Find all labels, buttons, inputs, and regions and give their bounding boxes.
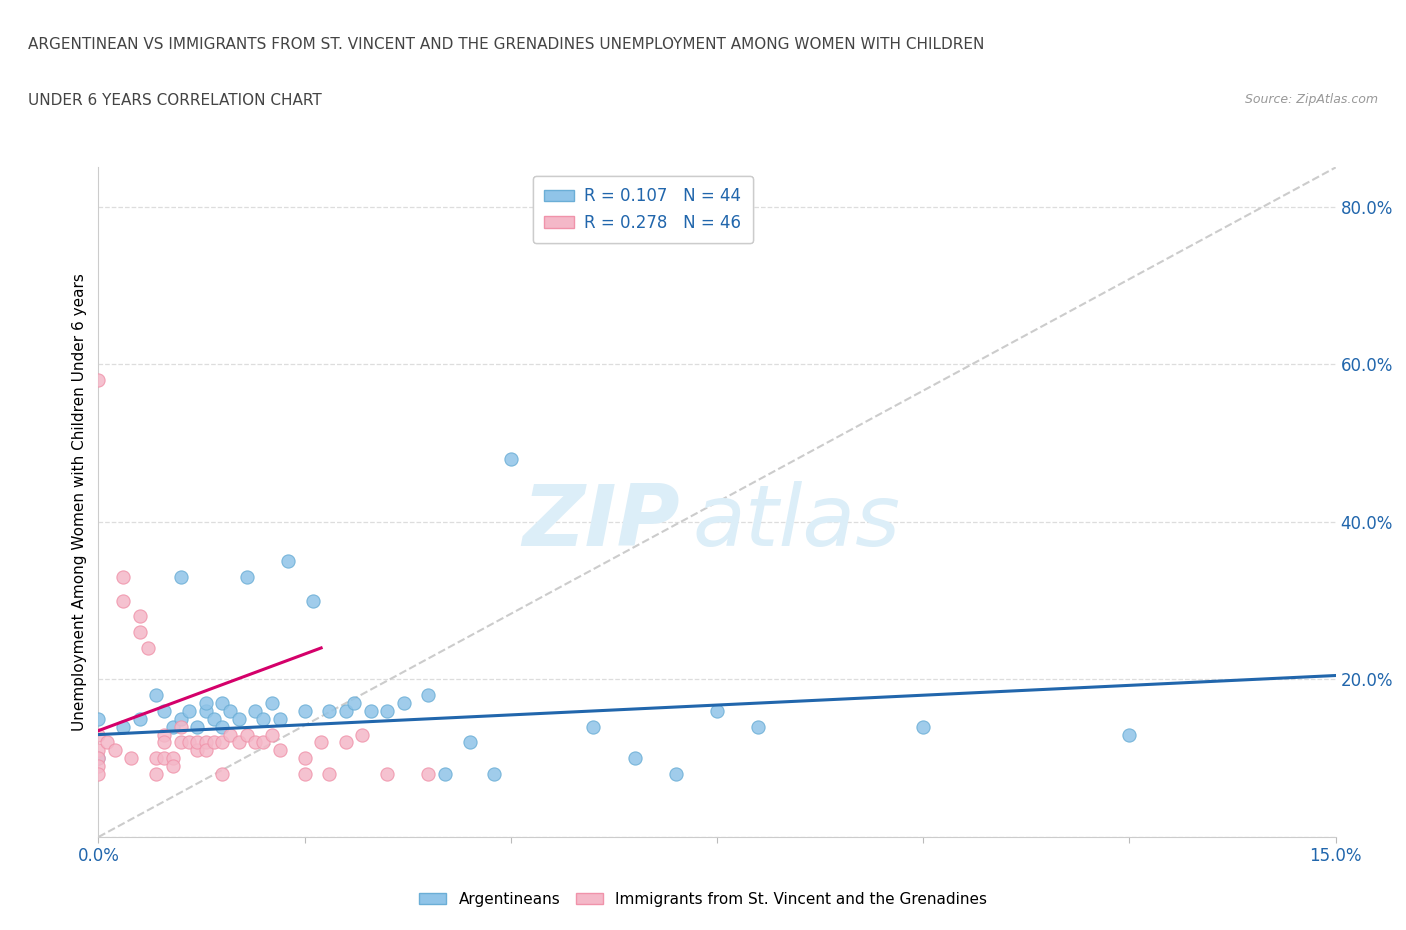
Point (202, 735, 225, 750)
Point (375, 766, 398, 781)
Point (104, 743, 127, 758)
Point (136, 641, 159, 656)
Point (162, 759, 184, 774)
Point (294, 703, 316, 718)
Point (252, 735, 274, 750)
Point (219, 727, 242, 742)
Point (269, 711, 291, 726)
Point (128, 625, 150, 640)
Point (433, 766, 456, 781)
Y-axis label: Unemployment Among Women with Children Under 6 years: Unemployment Among Women with Children U… (72, 273, 87, 731)
Point (335, 703, 357, 718)
Point (318, 766, 340, 781)
Point (277, 554, 299, 569)
Point (128, 711, 150, 726)
Point (145, 688, 167, 703)
Point (335, 735, 357, 750)
Point (243, 735, 266, 750)
Point (112, 569, 135, 584)
Point (87, 373, 110, 388)
Point (87, 766, 110, 781)
Point (194, 703, 217, 718)
Text: UNDER 6 YEARS CORRELATION CHART: UNDER 6 YEARS CORRELATION CHART (28, 93, 322, 108)
Point (170, 735, 193, 750)
Point (211, 696, 233, 711)
Point (202, 711, 225, 726)
Point (499, 451, 522, 466)
Point (179, 735, 201, 750)
Point (194, 735, 217, 750)
Point (211, 735, 233, 750)
Point (211, 719, 233, 734)
Point (309, 735, 332, 750)
Point (87, 751, 110, 765)
Point (170, 711, 193, 726)
Point (236, 727, 259, 742)
Point (747, 719, 769, 734)
Point (153, 703, 176, 718)
Point (87, 743, 110, 758)
Point (236, 569, 259, 584)
Point (582, 719, 605, 734)
Point (458, 735, 481, 750)
Point (96, 735, 118, 750)
Point (87, 751, 110, 765)
Point (87, 727, 110, 742)
Point (219, 703, 242, 718)
Point (623, 751, 645, 765)
Point (352, 727, 374, 742)
Point (162, 719, 184, 734)
Point (179, 703, 201, 718)
Point (252, 711, 274, 726)
Point (120, 751, 142, 765)
Point (194, 743, 217, 758)
Point (302, 593, 325, 608)
Point (186, 735, 208, 750)
Point (375, 703, 398, 718)
Point (162, 751, 184, 765)
Point (418, 688, 440, 703)
Point (260, 727, 283, 742)
Point (392, 696, 415, 711)
Point (87, 711, 110, 726)
Point (484, 766, 506, 781)
Point (145, 751, 167, 765)
Point (145, 766, 167, 781)
Point (186, 719, 208, 734)
Point (269, 743, 291, 758)
Point (294, 766, 316, 781)
Point (228, 711, 250, 726)
Point (128, 609, 150, 624)
Point (294, 751, 316, 765)
Point (228, 735, 250, 750)
Point (112, 719, 135, 734)
Point (170, 719, 193, 734)
Text: atlas: atlas (692, 481, 900, 564)
Point (211, 766, 233, 781)
Text: Source: ZipAtlas.com: Source: ZipAtlas.com (1244, 93, 1378, 106)
Point (1118, 727, 1140, 742)
Point (665, 766, 688, 781)
Point (153, 751, 176, 765)
Point (170, 569, 193, 584)
Point (112, 593, 135, 608)
Point (153, 735, 176, 750)
Point (360, 703, 382, 718)
Point (243, 703, 266, 718)
Point (153, 727, 176, 742)
Point (260, 696, 283, 711)
Point (194, 696, 217, 711)
Text: ZIP: ZIP (522, 481, 681, 564)
Legend: R = 0.107   N = 44, R = 0.278   N = 46: R = 0.107 N = 44, R = 0.278 N = 46 (533, 176, 754, 244)
Point (87, 759, 110, 774)
Legend: Argentineans, Immigrants from St. Vincent and the Grenadines: Argentineans, Immigrants from St. Vincen… (412, 886, 994, 913)
Point (318, 703, 340, 718)
Point (186, 743, 208, 758)
Point (418, 766, 440, 781)
Text: ARGENTINEAN VS IMMIGRANTS FROM ST. VINCENT AND THE GRENADINES UNEMPLOYMENT AMONG: ARGENTINEAN VS IMMIGRANTS FROM ST. VINCE… (28, 37, 984, 52)
Point (912, 719, 935, 734)
Point (343, 696, 366, 711)
Point (706, 703, 728, 718)
